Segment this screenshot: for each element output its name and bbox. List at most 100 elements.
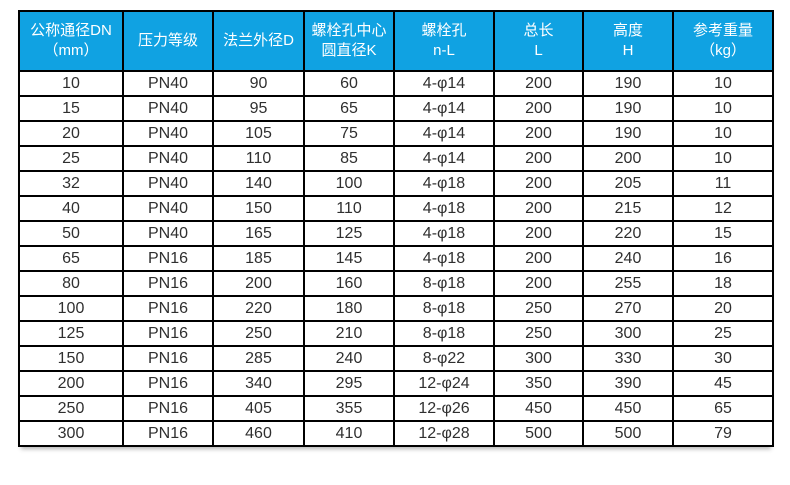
table-row: 32 PN40 140 100 4-φ18 200 205 11 [18, 170, 774, 197]
cell-l: 200 [493, 145, 584, 172]
cell-d: 105 [212, 120, 305, 147]
table-row: 125 PN16 250 210 8-φ18 250 300 25 [18, 320, 774, 347]
flange-spec-table: 公称通径DN （mm） 压力等级 法兰外径D 螺栓孔中心 圆直径K 螺栓孔 n-L 总长 L 高度 H… [18, 10, 774, 447]
column-header-weight: 参考重量 （kg） [672, 10, 774, 72]
column-header-dn: 公称通径DN （mm） [18, 10, 124, 72]
cell-dn: 15 [18, 95, 124, 122]
cell-h: 190 [582, 70, 674, 97]
cell-weight: 65 [672, 395, 774, 422]
cell-h: 215 [582, 195, 674, 222]
table-row: 65 PN16 185 145 4-φ18 200 240 16 [18, 245, 774, 272]
cell-nl: 12-φ26 [393, 395, 495, 422]
cell-k: 240 [303, 345, 395, 372]
cell-h: 220 [582, 220, 674, 247]
cell-dn: 200 [18, 370, 124, 397]
table-row: 25 PN40 110 85 4-φ14 200 200 10 [18, 145, 774, 172]
cell-weight: 18 [672, 270, 774, 297]
cell-k: 110 [303, 195, 395, 222]
cell-dn: 25 [18, 145, 124, 172]
table-row: 100 PN16 220 180 8-φ18 250 270 20 [18, 295, 774, 322]
cell-h: 190 [582, 120, 674, 147]
cell-k: 355 [303, 395, 395, 422]
cell-pn: PN16 [122, 345, 214, 372]
column-header-label: 压力等级 [137, 32, 198, 50]
cell-pn: PN16 [122, 245, 214, 272]
cell-dn: 65 [18, 245, 124, 272]
cell-nl: 12-φ28 [393, 420, 495, 447]
cell-l: 350 [493, 370, 584, 397]
cell-h: 205 [582, 170, 674, 197]
column-header-label: 螺栓孔 [421, 22, 467, 40]
cell-l: 200 [493, 95, 584, 122]
cell-k: 100 [303, 170, 395, 197]
cell-h: 200 [582, 145, 674, 172]
cell-l: 200 [493, 195, 584, 222]
column-header-l: 总长 L [493, 10, 584, 72]
table-header: 公称通径DN （mm） 压力等级 法兰外径D 螺栓孔中心 圆直径K 螺栓孔 n-L 总长 L 高度 H… [18, 10, 774, 72]
column-header-label: 圆直径K [321, 42, 377, 59]
cell-k: 180 [303, 295, 395, 322]
cell-weight: 10 [672, 145, 774, 172]
cell-dn: 80 [18, 270, 124, 297]
table-row: 200 PN16 340 295 12-φ24 350 390 45 [18, 370, 774, 397]
cell-h: 390 [582, 370, 674, 397]
cell-d: 460 [212, 420, 305, 447]
cell-d: 405 [212, 395, 305, 422]
cell-weight: 15 [672, 220, 774, 247]
cell-d: 110 [212, 145, 305, 172]
cell-d: 220 [212, 295, 305, 322]
column-header-nl: 螺栓孔 n-L [393, 10, 495, 72]
cell-pn: PN40 [122, 145, 214, 172]
cell-nl: 4-φ14 [393, 95, 495, 122]
cell-dn: 150 [18, 345, 124, 372]
cell-weight: 20 [672, 295, 774, 322]
cell-weight: 10 [672, 120, 774, 147]
cell-d: 200 [212, 270, 305, 297]
cell-d: 90 [212, 70, 305, 97]
column-header-label: （kg） [700, 42, 746, 59]
cell-d: 250 [212, 320, 305, 347]
cell-pn: PN16 [122, 370, 214, 397]
column-header-label: （mm） [43, 42, 99, 59]
cell-pn: PN40 [122, 70, 214, 97]
cell-pn: PN16 [122, 270, 214, 297]
cell-d: 165 [212, 220, 305, 247]
cell-h: 240 [582, 245, 674, 272]
cell-nl: 4-φ18 [393, 220, 495, 247]
column-header-label: 法兰外径D [223, 32, 294, 50]
cell-dn: 50 [18, 220, 124, 247]
cell-pn: PN40 [122, 95, 214, 122]
cell-weight: 10 [672, 70, 774, 97]
cell-weight: 25 [672, 320, 774, 347]
cell-l: 250 [493, 295, 584, 322]
cell-l: 450 [493, 395, 584, 422]
cell-pn: PN16 [122, 295, 214, 322]
cell-weight: 45 [672, 370, 774, 397]
cell-l: 200 [493, 70, 584, 97]
cell-h: 255 [582, 270, 674, 297]
cell-weight: 10 [672, 95, 774, 122]
cell-l: 200 [493, 245, 584, 272]
cell-dn: 100 [18, 295, 124, 322]
cell-l: 200 [493, 170, 584, 197]
table-row: 10 PN40 90 60 4-φ14 200 190 10 [18, 70, 774, 97]
cell-l: 250 [493, 320, 584, 347]
cell-k: 210 [303, 320, 395, 347]
cell-weight: 16 [672, 245, 774, 272]
cell-d: 150 [212, 195, 305, 222]
cell-k: 60 [303, 70, 395, 97]
cell-dn: 20 [18, 120, 124, 147]
column-header-label: 参考重量 [692, 22, 753, 40]
cell-pn: PN16 [122, 320, 214, 347]
cell-weight: 30 [672, 345, 774, 372]
cell-h: 190 [582, 95, 674, 122]
cell-l: 200 [493, 120, 584, 147]
cell-k: 295 [303, 370, 395, 397]
column-header-pn: 压力等级 [122, 10, 214, 72]
column-header-label: L [534, 42, 543, 59]
cell-l: 200 [493, 220, 584, 247]
column-header-label: 高度 [612, 22, 643, 40]
cell-dn: 10 [18, 70, 124, 97]
cell-k: 65 [303, 95, 395, 122]
